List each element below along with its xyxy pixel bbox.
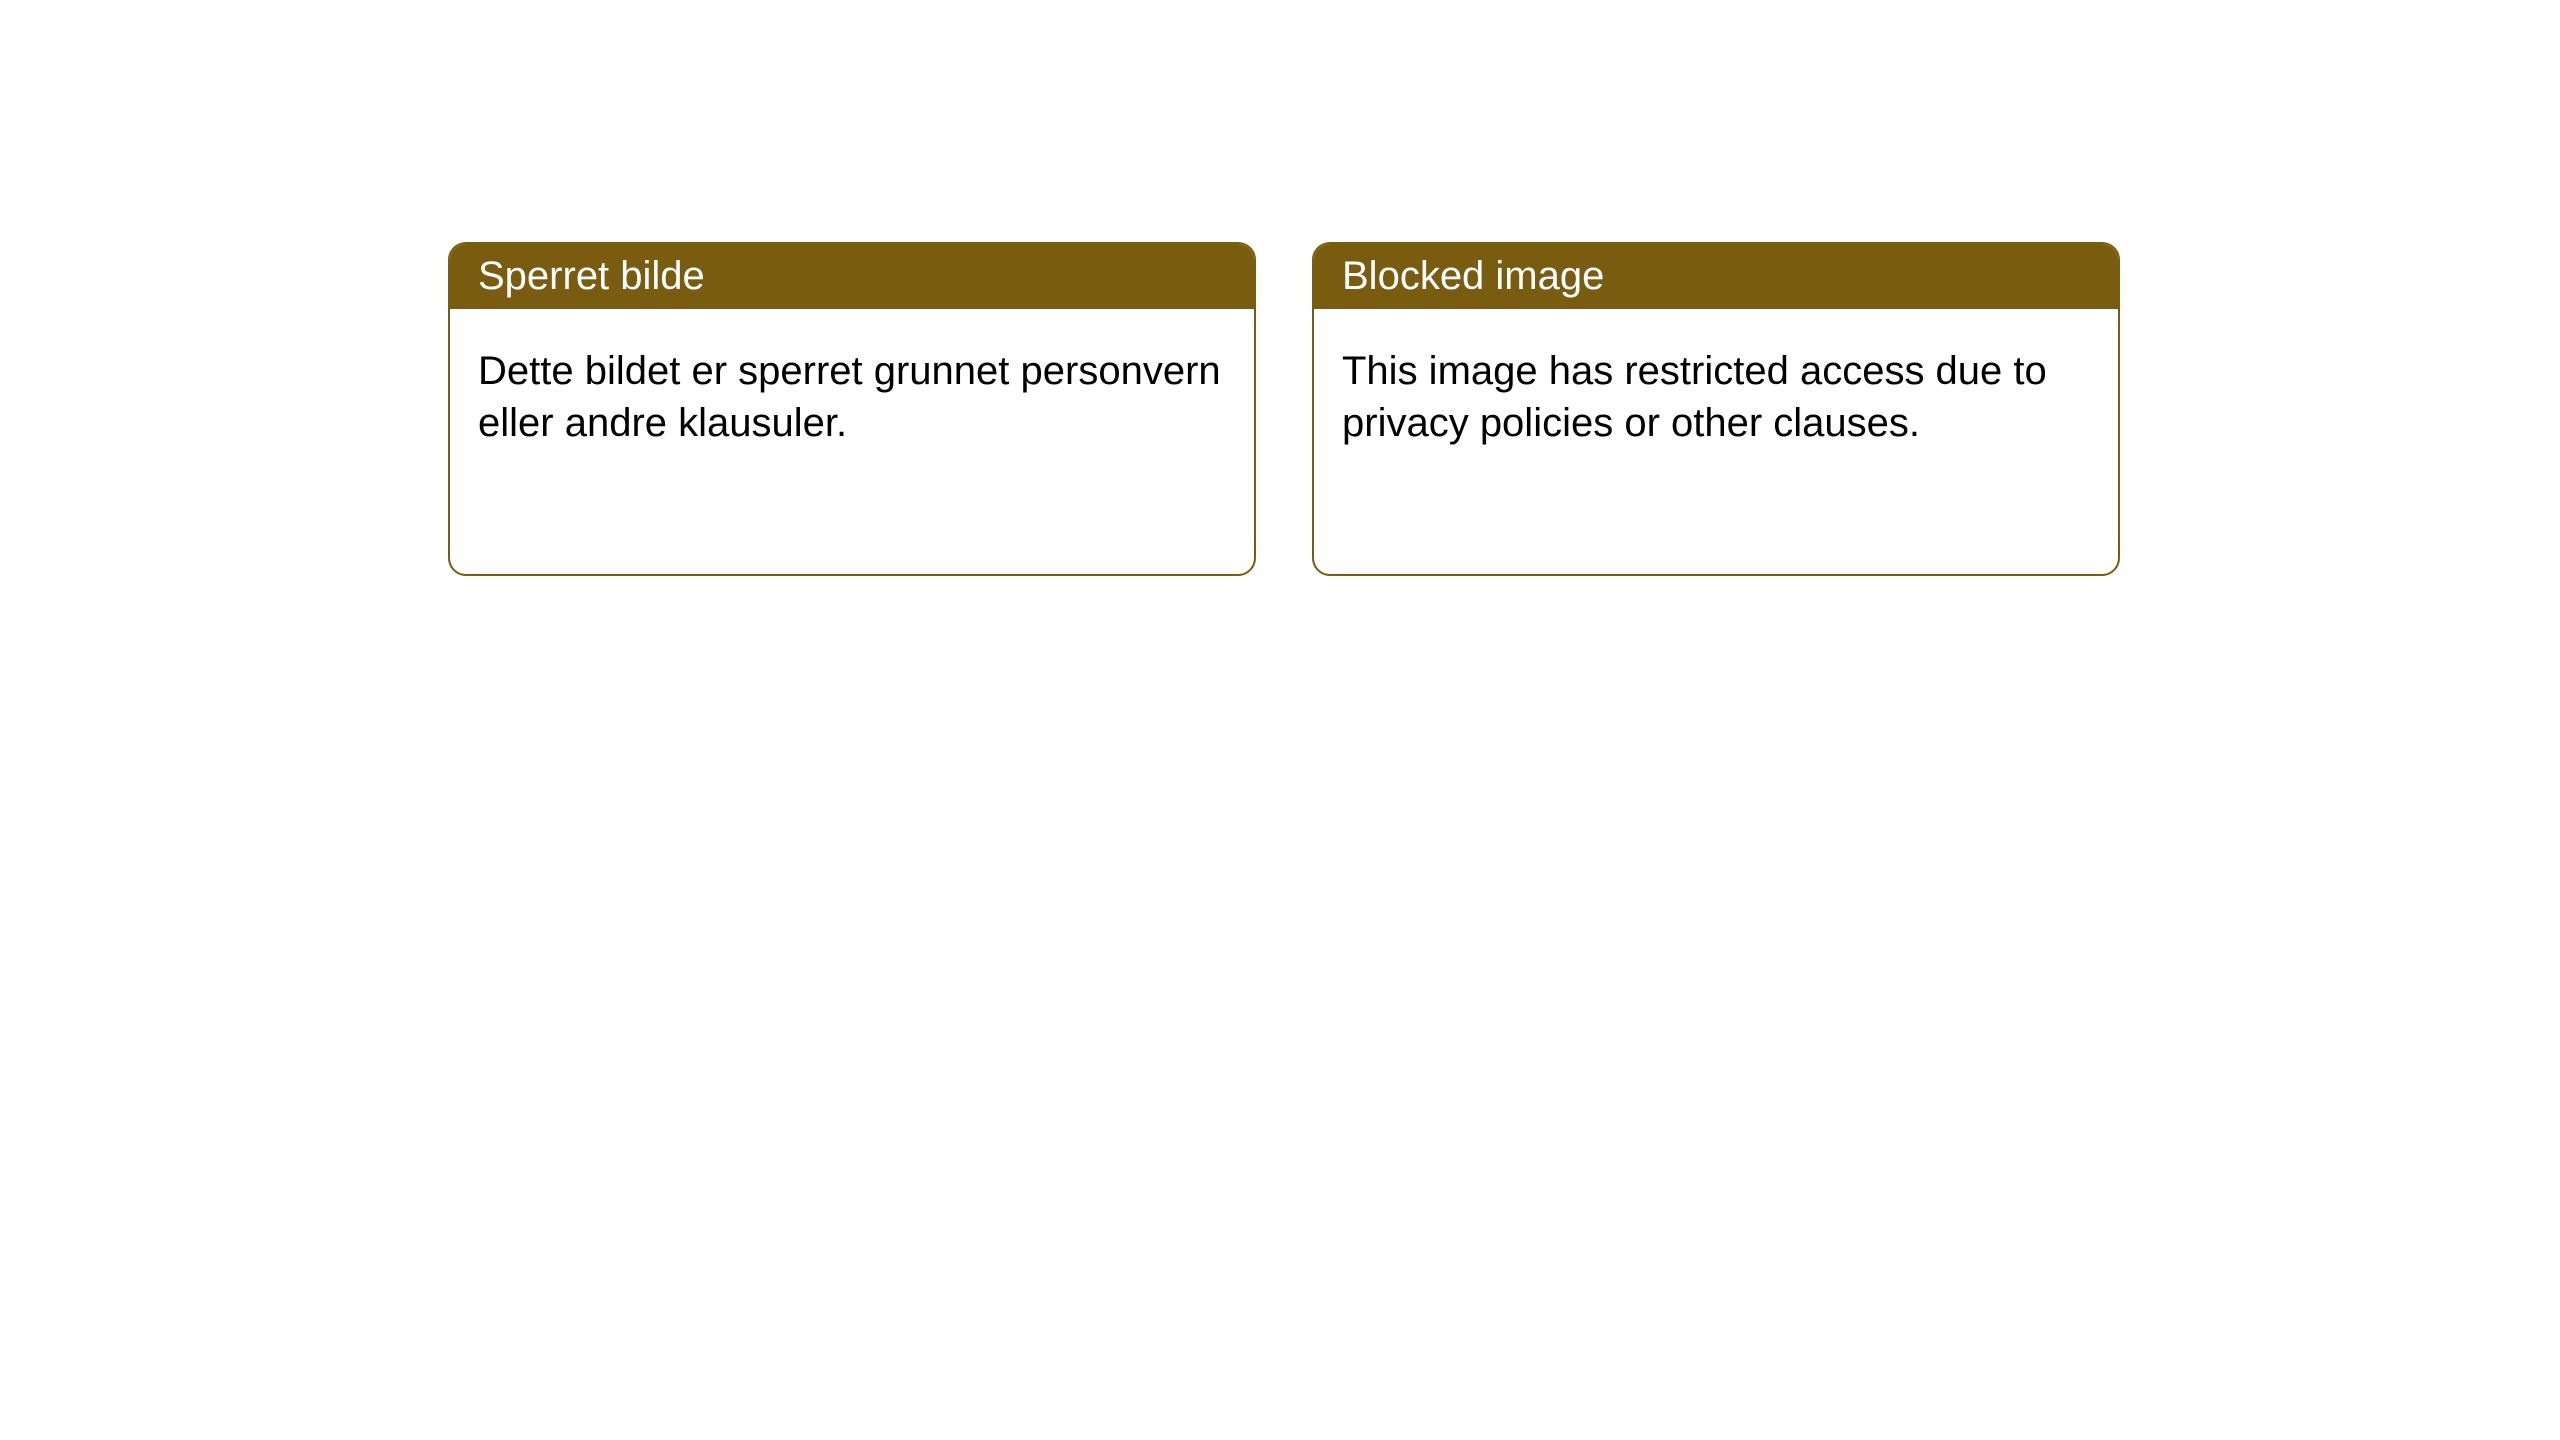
card-title: Blocked image [1342,254,1604,298]
card-header: Blocked image [1314,244,2118,309]
card-body: Dette bildet er sperret grunnet personve… [450,309,1254,485]
blocked-image-card-no: Sperret bilde Dette bildet er sperret gr… [448,242,1256,576]
card-body: This image has restricted access due to … [1314,309,2118,485]
card-body-text: This image has restricted access due to … [1342,349,2047,445]
card-header: Sperret bilde [450,244,1254,309]
card-body-text: Dette bildet er sperret grunnet personve… [478,349,1221,445]
card-title: Sperret bilde [478,254,705,298]
notice-container: Sperret bilde Dette bildet er sperret gr… [0,0,2560,576]
blocked-image-card-en: Blocked image This image has restricted … [1312,242,2120,576]
